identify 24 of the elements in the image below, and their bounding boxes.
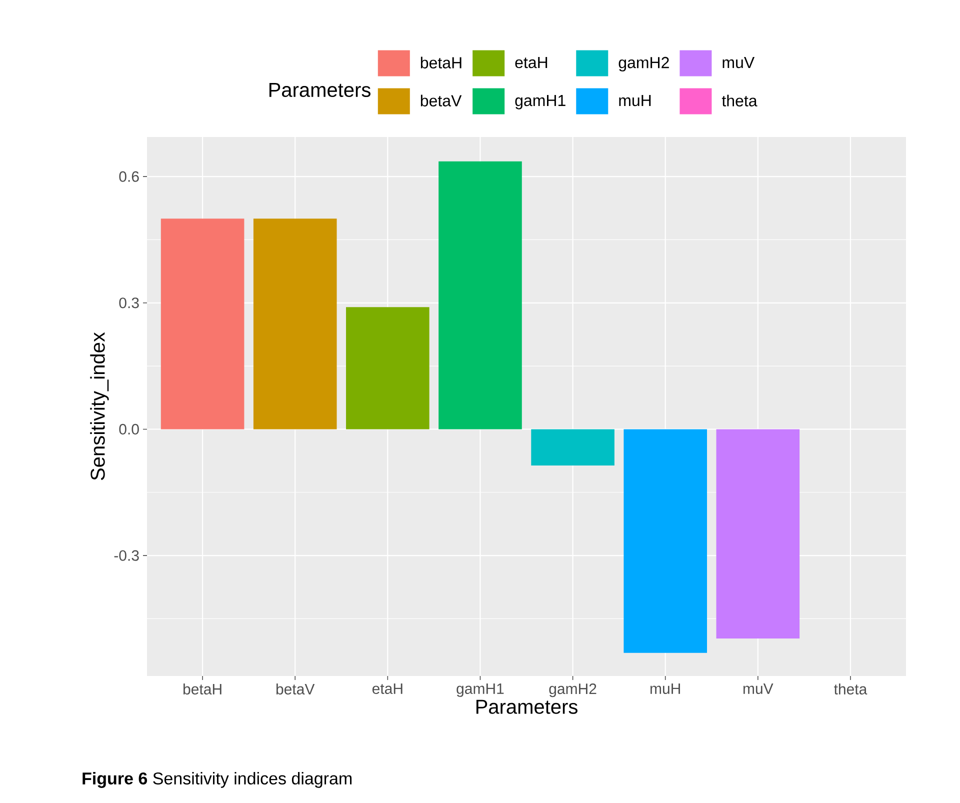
x-tick-label: etaH [372, 684, 402, 694]
x-tick-label: gamH1 [456, 684, 504, 697]
legend-label: betaV [420, 94, 462, 106]
y-axis-title: Sensitivity_index [90, 332, 109, 480]
legend-label: gamH1 [515, 94, 566, 110]
y-tick-label: 0.3 [119, 298, 139, 308]
x-tick-label: gamH2 [549, 684, 596, 698]
x-tick-label: betaV [276, 684, 315, 695]
x-tick-label: muH [650, 684, 680, 694]
legend-label: gamH2 [618, 56, 669, 72]
x-tick-label: muV [743, 684, 774, 694]
legend-title: Parameters [269, 83, 370, 98]
y-tick-label: 0.0 [119, 424, 139, 435]
x-tick-label: betaH [184, 684, 222, 695]
x-tick-label: theta [834, 684, 868, 695]
y-tick-label: 0.6 [119, 171, 139, 182]
legend-label: betaH [420, 56, 462, 68]
legend-label: muV [722, 56, 755, 68]
legend-label: etaH [515, 56, 548, 68]
legend-label: muH [619, 94, 651, 106]
y-tick-label: -0.3 [114, 550, 139, 561]
text: Figure 6 Sensitivity indices diagram [82, 772, 352, 788]
legend-label: theta [722, 94, 758, 106]
x-axis-title: Parameters [476, 700, 578, 714]
